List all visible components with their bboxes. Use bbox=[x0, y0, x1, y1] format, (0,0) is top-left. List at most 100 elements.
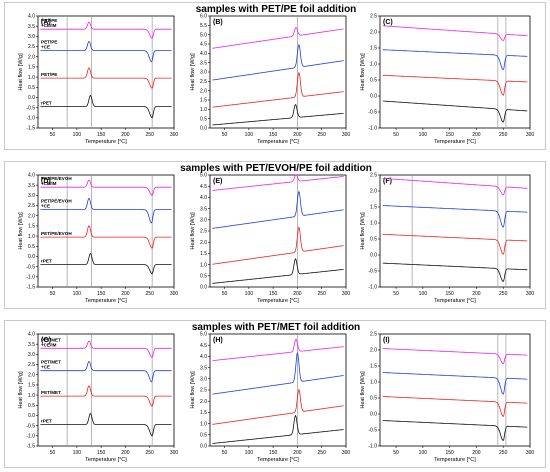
y-tick-label: -1.0 bbox=[368, 285, 377, 291]
plot-frame bbox=[37, 174, 175, 288]
section-pet-evoh-pe: samples with PET/EVOH/PE foil addition bbox=[4, 161, 546, 309]
series-line bbox=[40, 179, 172, 196]
y-tick-label: -1.0 bbox=[368, 444, 377, 450]
x-tick-label: 250 bbox=[318, 450, 327, 456]
x-tick-label: 300 bbox=[170, 291, 179, 297]
y-tick-label: 0.5 bbox=[28, 403, 35, 409]
x-tick-label: 250 bbox=[499, 132, 508, 138]
series-line bbox=[382, 372, 528, 395]
chart-G: 50 100 150 200 250 300 -1.5 -1.0 -0.5 0.0 0.5 1.0 1.… bbox=[18, 332, 178, 463]
x-tick-label: 200 bbox=[121, 132, 130, 138]
chart-D: 50 100 150 200 250 300 -1.5 -1.0 -0.5 0.0 0.5 1.0 1.… bbox=[18, 173, 178, 304]
y-tick-label: -1.5 bbox=[26, 285, 35, 291]
series-label: PET/PE/EVOH bbox=[41, 176, 72, 181]
series-line bbox=[40, 340, 172, 358]
y-tick-label: 5.0 bbox=[200, 173, 207, 179]
y-tick-label: -0.5 bbox=[26, 105, 35, 111]
y-tick-label: 2.5 bbox=[28, 44, 35, 50]
y-tick-label: 0.5 bbox=[370, 237, 377, 243]
x-tick-label: 300 bbox=[342, 450, 351, 456]
series-line bbox=[212, 43, 344, 81]
y-tick-label: 1.0 bbox=[370, 62, 377, 68]
y-tick-label: -0.5 bbox=[26, 264, 35, 270]
y-tick-label: 3.0 bbox=[200, 218, 207, 224]
x-tick-label: 50 bbox=[50, 450, 56, 456]
x-tick-label: 50 bbox=[222, 132, 228, 138]
series-line bbox=[40, 385, 172, 407]
x-axis-label: Temperature [°C] bbox=[434, 457, 476, 463]
y-tick-label: 0.0 bbox=[28, 254, 35, 260]
y-axis-label: Heat flow [W/g] bbox=[360, 371, 366, 409]
y-tick-label: 1.5 bbox=[370, 205, 377, 211]
x-tick-label: 200 bbox=[472, 132, 481, 138]
chart-B: 50 100 150 200 250 300 0.0 0.5 1.0 1.5 2.0 2.5 3.0 3.… bbox=[190, 14, 350, 145]
x-tick-label: 250 bbox=[318, 132, 327, 138]
x-tick-label: 100 bbox=[245, 291, 254, 297]
x-axis-label: Temperature [°C] bbox=[434, 298, 476, 304]
plot-frame bbox=[379, 174, 531, 288]
x-tick-label: 150 bbox=[97, 450, 106, 456]
y-tick-label: 1.0 bbox=[370, 380, 377, 386]
y-tick-label: 3.5 bbox=[200, 365, 207, 371]
x-tick-label: 300 bbox=[342, 132, 351, 138]
y-tick-label: 1.5 bbox=[370, 46, 377, 52]
series-line bbox=[382, 205, 528, 228]
y-tick-label: 2.5 bbox=[200, 388, 207, 394]
y-axis-label: Heat flow [W/g] bbox=[190, 53, 196, 91]
y-tick-label: 0.5 bbox=[200, 433, 207, 439]
x-tick-label: 200 bbox=[293, 450, 302, 456]
series-label: PET/PE bbox=[41, 40, 57, 45]
section-title: samples with PET/MET foil addition bbox=[191, 322, 361, 333]
x-tick-label: 50 bbox=[393, 450, 399, 456]
y-tick-label: 1.5 bbox=[28, 383, 35, 389]
series-label: PET/PE/EVOH bbox=[41, 199, 72, 204]
series-line bbox=[212, 27, 344, 49]
x-tick-label: 250 bbox=[146, 450, 155, 456]
x-tick-label: 300 bbox=[170, 450, 179, 456]
series-label: PET/PE/EVOH bbox=[41, 231, 72, 236]
y-tick-label: -0.5 bbox=[368, 428, 377, 434]
x-tick-label: 150 bbox=[97, 291, 106, 297]
series-line bbox=[212, 388, 344, 425]
series-line bbox=[40, 412, 172, 437]
x-tick-label: 200 bbox=[472, 291, 481, 297]
y-tick-label: 1.0 bbox=[28, 234, 35, 240]
y-tick-label: 2.5 bbox=[370, 332, 377, 338]
series-label: rPET bbox=[41, 259, 52, 264]
chart-F: 50 100 150 200 250 300 -1.0 -0.5 0.0 0.5 1.0 1.5 2.0… bbox=[360, 173, 534, 304]
y-axis-label: Heat flow [W/g] bbox=[360, 212, 366, 250]
y-tick-label: 3.5 bbox=[28, 24, 35, 30]
y-tick-label: 4.5 bbox=[200, 184, 207, 190]
chart-E: 50 100 150 200 250 300 0.0 0.5 1.0 1.5 2.0 2.5 3.0 3.… bbox=[190, 173, 350, 304]
y-tick-label: 1.5 bbox=[200, 251, 207, 257]
series-line bbox=[40, 225, 172, 249]
chart-C: 50 100 150 200 250 300 -1.0 -0.5 0.0 0.5 1.0 1.5 2.0… bbox=[360, 14, 534, 145]
series-line bbox=[40, 67, 172, 89]
x-tick-label: 200 bbox=[293, 132, 302, 138]
y-tick-label: 1.0 bbox=[200, 107, 207, 113]
x-tick-label: 100 bbox=[73, 291, 82, 297]
y-tick-label: -1.5 bbox=[26, 126, 35, 132]
y-tick-label: 3.5 bbox=[200, 60, 207, 66]
x-tick-label: 100 bbox=[73, 450, 82, 456]
plot-frame bbox=[379, 333, 531, 447]
series-line bbox=[382, 49, 528, 71]
y-tick-label: 4.5 bbox=[200, 343, 207, 349]
y-tick-label: 2.5 bbox=[28, 203, 35, 209]
y-tick-label: 5.0 bbox=[200, 32, 207, 38]
panel-label: (A) bbox=[41, 19, 51, 26]
x-tick-label: 250 bbox=[499, 291, 508, 297]
y-tick-label: 3.0 bbox=[200, 377, 207, 383]
y-axis-label: Heat flow [W/g] bbox=[190, 212, 196, 250]
x-tick-label: 150 bbox=[269, 450, 278, 456]
x-tick-label: 50 bbox=[222, 450, 228, 456]
series-label: PET/MET bbox=[41, 337, 61, 342]
y-tick-label: 1.5 bbox=[200, 410, 207, 416]
series-label: +CE/IM bbox=[41, 181, 57, 186]
series-line bbox=[212, 190, 344, 229]
y-tick-label: -1.5 bbox=[26, 444, 35, 450]
x-tick-label: 300 bbox=[526, 291, 535, 297]
y-tick-label: 0.0 bbox=[28, 413, 35, 419]
y-tick-label: 0.0 bbox=[200, 444, 207, 450]
